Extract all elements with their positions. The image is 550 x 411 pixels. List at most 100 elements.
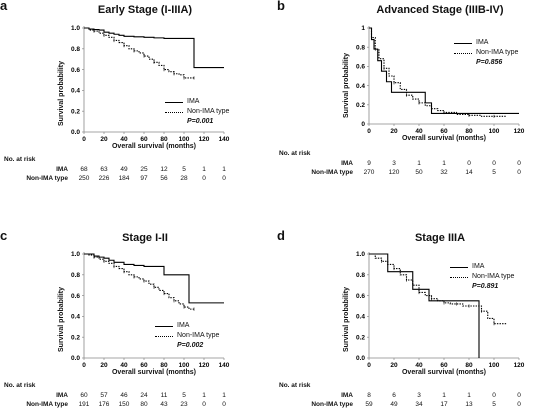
at-risk-value-ima: 68 — [80, 166, 88, 173]
legend-swatch-dotted — [454, 52, 472, 54]
at-risk-value-ima: 0 — [517, 392, 521, 399]
at-risk-value-ima: 5 — [182, 166, 186, 173]
chart-title: Advanced Stage (IIIB-IV) — [376, 4, 504, 16]
at-risk-table: No. at risk IMA Non-IMA type 68 250 63 226 49 18… — [0, 0, 275, 200]
x-tick-label: 20 — [390, 362, 398, 369]
x-tick-label: 120 — [199, 136, 210, 143]
at-risk-label-non-ima: Non-IMA type — [311, 169, 353, 176]
at-risk-value-ima: 1 — [222, 166, 226, 173]
x-tick-label: 80 — [465, 362, 473, 369]
at-risk-value-ima: 25 — [140, 166, 148, 173]
y-tick-label: 0.4 — [356, 314, 365, 321]
at-risk-value-ima: 5 — [182, 392, 186, 399]
plot-svg: 0 20 40 60 80 100 120 0 0.2 0.4 0.6 0.8 1 — [356, 25, 525, 135]
at-risk-value-non-ima: 0 — [222, 175, 226, 182]
at-risk-value-non-ima: 0 — [517, 401, 521, 408]
at-risk-value-ima: 1 — [442, 392, 446, 399]
x-tick-label: 60 — [440, 128, 448, 135]
at-risk-value-ima: 0 — [492, 160, 496, 167]
y-tick-label: 0.4 — [71, 314, 80, 321]
at-risk-value-non-ima: 32 — [440, 169, 448, 176]
legend-item-ima: IMA — [454, 38, 518, 48]
at-risk-value-non-ima: 56 — [160, 175, 168, 182]
x-tick-label: 40 — [120, 362, 128, 369]
y-tick-label: 0.4 — [71, 88, 80, 95]
panel-letter: b — [277, 0, 285, 13]
panel-a: a Early Stage (I-IIIA) Survival probabilit… — [0, 0, 275, 200]
y-tick-label: 0.6 — [71, 67, 80, 74]
at-risk-table: No. at risk IMA Non-IMA type 9 270 3 120 1 50 1 32… — [275, 0, 550, 200]
legend-label-non-ima: Non-IMA type — [476, 49, 519, 56]
x-tick-label: 0 — [82, 136, 86, 143]
at-risk-value-ima: 1 — [467, 392, 471, 399]
legend-item-ima: IMA — [165, 97, 229, 107]
legend-swatch-dotted — [450, 276, 468, 278]
x-tick-label: 140 — [219, 136, 230, 143]
legend-label-ima: IMA — [177, 322, 190, 329]
at-risk-label-ima: IMA — [56, 166, 68, 173]
x-tick-label: 0 — [82, 362, 86, 369]
x-axis-label: Overall survival (months) — [111, 369, 197, 376]
at-risk-value-ima: 1 — [202, 166, 206, 173]
legend-label-ima: IMA — [187, 98, 200, 105]
x-tick-label: 60 — [440, 362, 448, 369]
legend-label-non-ima: Non-IMA type — [177, 332, 220, 339]
at-risk-header: No. at risk — [4, 382, 36, 389]
x-tick-label: 100 — [179, 362, 190, 369]
at-risk-value-non-ima: 0 — [202, 401, 206, 408]
legend: IMA Non-IMA type P=0.856 — [454, 38, 518, 68]
x-tick-label: 40 — [120, 136, 128, 143]
at-risk-label-ima: IMA — [341, 160, 353, 167]
at-risk-label-non-ima: Non-IMA type — [311, 401, 353, 408]
legend: IMA Non-IMA type P=0.002 — [155, 321, 219, 351]
legend-item-non-ima: Non-IMA type — [165, 107, 229, 117]
at-risk-value-ima: 60 — [80, 392, 88, 399]
legend-swatch-dotted — [155, 335, 173, 337]
at-risk-value-non-ima: 97 — [140, 175, 148, 182]
panel-letter: a — [0, 0, 8, 13]
plot-svg: 0 20 40 60 80 100 120 140 0.0 0.2 0.4 0.6 0.8 1.0 — [71, 25, 230, 143]
legend-swatch-solid — [165, 101, 183, 103]
x-tick-label: 100 — [179, 136, 190, 143]
x-axis-label: Overall survival (months) — [401, 369, 487, 376]
at-risk-value-ima: 8 — [367, 392, 371, 399]
at-risk-value-ima: 6 — [392, 392, 396, 399]
at-risk-value-non-ima: 5 — [492, 401, 496, 408]
series-line-non-ima — [369, 27, 507, 117]
legend-item-non-ima: Non-IMA type — [155, 331, 219, 341]
at-risk-header: No. at risk — [4, 156, 36, 163]
chart-title: Stage IIIA — [414, 232, 466, 244]
at-risk-value-ima: 1 — [442, 160, 446, 167]
p-value: P=0.891 — [472, 283, 499, 290]
x-axis-label: Overall survival (months) — [401, 135, 487, 142]
at-risk-value-ima: 9 — [367, 160, 371, 167]
x-tick-label: 140 — [219, 362, 230, 369]
at-risk-value-non-ima: 150 — [118, 401, 130, 408]
at-risk-value-ima: 49 — [120, 166, 128, 173]
x-tick-label: 80 — [465, 128, 473, 135]
at-risk-value-non-ima: 28 — [180, 175, 188, 182]
y-tick-label: 1.0 — [71, 25, 80, 32]
legend-item-non-ima: Non-IMA type — [454, 48, 518, 58]
x-tick-label: 40 — [415, 128, 423, 135]
y-tick-label: 0 — [361, 121, 365, 128]
x-tick-label: 60 — [140, 136, 148, 143]
at-risk-value-ima: 3 — [392, 160, 396, 167]
y-tick-label: 0.8 — [356, 272, 365, 279]
at-risk-value-non-ima: 17 — [440, 401, 448, 408]
at-risk-value-non-ima: 176 — [98, 401, 110, 408]
x-tick-label: 120 — [514, 128, 525, 135]
y-tick-label: 0.4 — [356, 83, 365, 90]
at-risk-value-ima: 0 — [492, 392, 496, 399]
at-risk-value-non-ima: 34 — [415, 401, 423, 408]
at-risk-value-non-ima: 0 — [517, 169, 521, 176]
series-line-non-ima — [369, 253, 507, 325]
p-value: P=0.001 — [187, 118, 214, 125]
at-risk-value-non-ima: 80 — [140, 401, 148, 408]
y-tick-label: 0.2 — [356, 102, 365, 109]
plot-svg: 0 20 40 60 80 100 120 0.0 0.2 0.4 0.6 0.8 1.0 — [356, 251, 525, 369]
at-risk-value-non-ima: 226 — [98, 175, 110, 182]
legend-item-ima: IMA — [155, 321, 219, 331]
at-risk-table: No. at risk IMA Non-IMA type 60 191 57 176 46 15… — [0, 228, 275, 411]
at-risk-value-ima: 11 — [160, 392, 168, 399]
